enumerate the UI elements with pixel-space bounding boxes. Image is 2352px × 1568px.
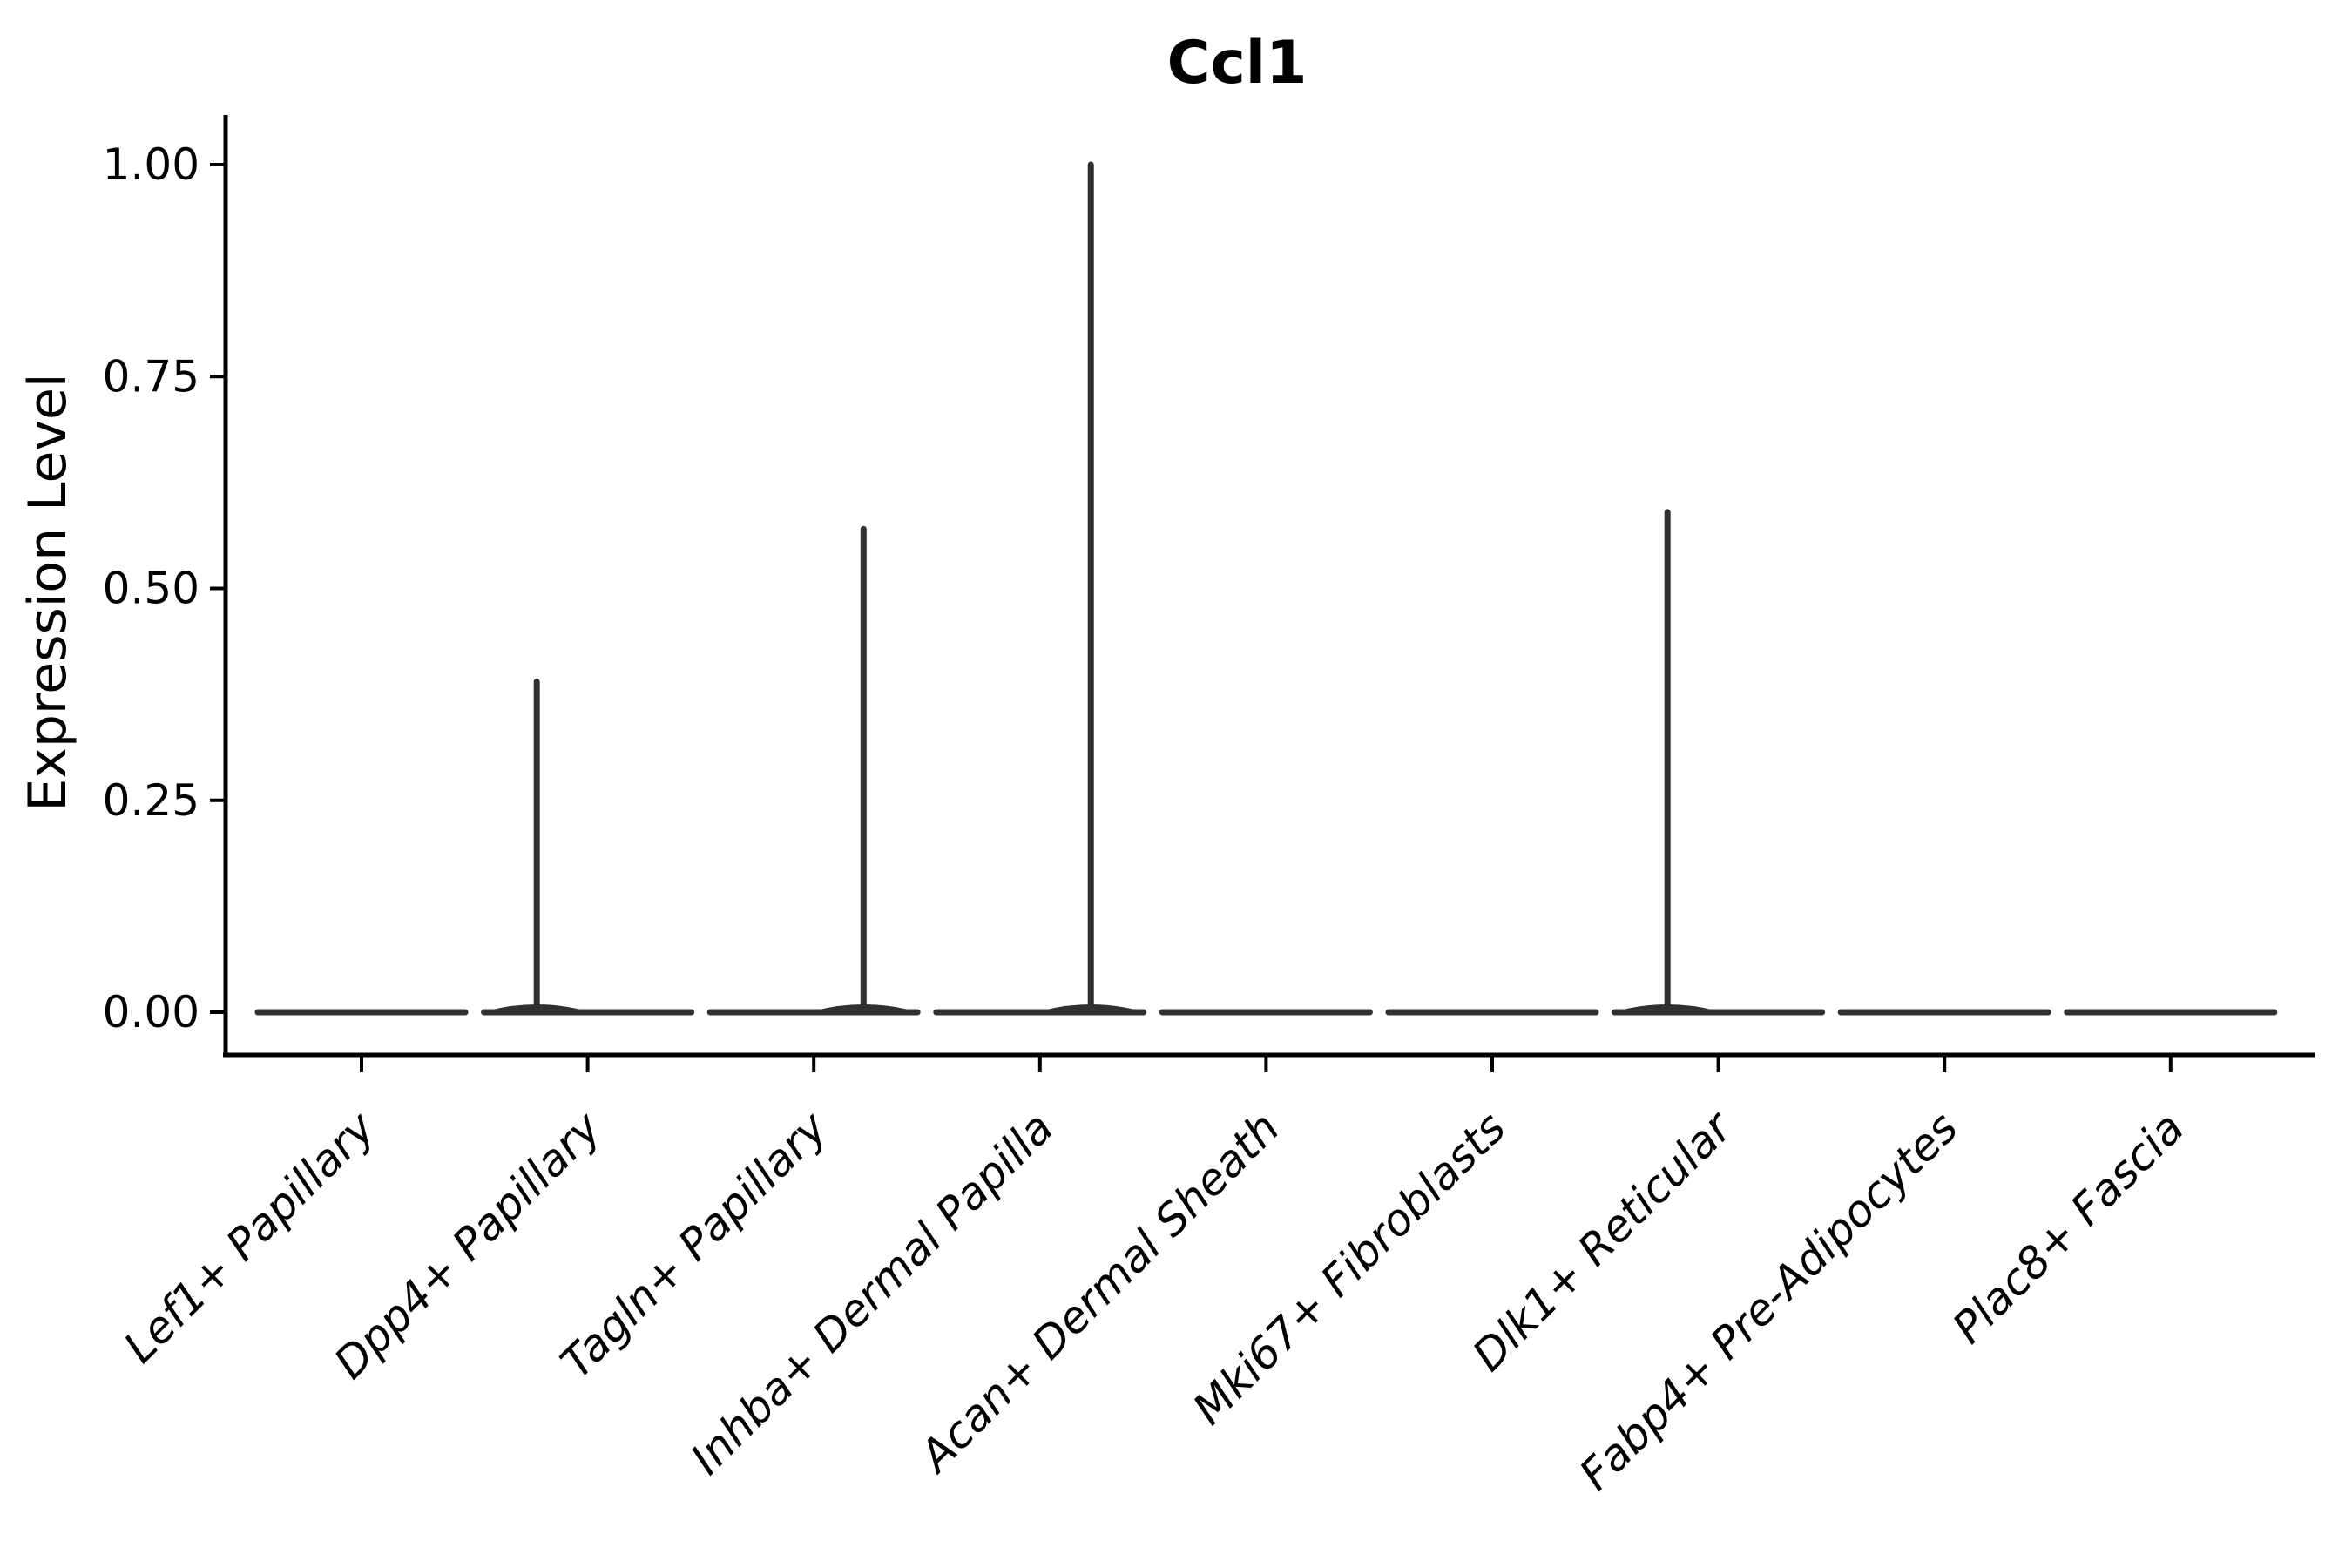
x-category-label-4: Inhba+ Dermal Papilla	[681, 1102, 1063, 1484]
violin-shapes	[254, 161, 2278, 1016]
y-axis-ticks: 0.00 0.25 0.50 0.75 1.00	[103, 139, 226, 1037]
y-tick-label: 0.75	[103, 351, 199, 402]
y-tick-label: 0.25	[103, 775, 199, 826]
x-category-label-8: Fabp4+ Pre-Adipocytes	[1570, 1102, 1968, 1500]
x-axis-ticks	[360, 1057, 2173, 1072]
x-category-label-9: Plac8+ Fascia	[1943, 1102, 2193, 1353]
y-tick-label: 0.50	[103, 564, 199, 614]
chart-title: Ccl1	[1167, 29, 1308, 98]
x-category-label-5: Acan+ Dermal Sheath	[909, 1102, 1289, 1483]
y-axis-label: Expression Level	[17, 373, 78, 811]
y-tick-label: 1.00	[103, 139, 199, 190]
y-tick-label: 0.00	[103, 987, 199, 1037]
